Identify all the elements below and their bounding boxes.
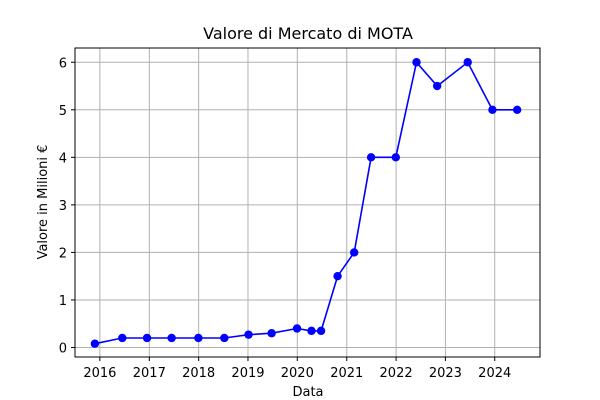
y-tick-label: 1	[59, 294, 67, 309]
x-tick-label: 2023	[429, 366, 462, 381]
y-tick-label: 4	[59, 151, 67, 166]
x-tick-label: 2017	[133, 366, 166, 381]
plot-frame	[74, 47, 541, 358]
x-tick-label: 2022	[380, 366, 413, 381]
chart-title: Valore di Mercato di MOTA	[203, 24, 413, 43]
data-point	[488, 105, 497, 115]
data-point	[463, 58, 472, 67]
data-point	[432, 81, 442, 91]
data-point	[118, 333, 127, 343]
x-axis-ticks: 2016 2017 2018 2019 2020 2021 2022 2023 2024	[83, 357, 511, 381]
series-line	[94, 60, 518, 345]
data-point	[366, 153, 376, 162]
series-layer	[90, 58, 522, 348]
data-point	[412, 58, 421, 67]
data-point	[292, 324, 302, 333]
data-point	[142, 333, 152, 343]
data-point	[307, 326, 316, 336]
data-point	[267, 329, 276, 338]
x-tick-label: 2019	[231, 366, 264, 381]
data-point	[349, 248, 359, 257]
data-point	[391, 153, 401, 162]
x-tick-label: 2021	[330, 366, 363, 381]
data-point	[90, 339, 100, 348]
data-point	[244, 330, 253, 339]
y-axis-ticks: 0 1 2 3 4 5 6	[59, 56, 75, 356]
y-tick-label: 5	[59, 104, 67, 119]
grid-lines	[75, 48, 540, 357]
data-point	[333, 271, 342, 281]
data-point	[220, 333, 229, 343]
x-tick-label: 2018	[182, 366, 215, 381]
x-tick-label: 2016	[83, 366, 116, 381]
data-point	[512, 105, 522, 115]
y-axis-label: Valore in Milioni €	[36, 145, 51, 260]
x-tick-label: 2024	[478, 366, 511, 381]
data-point	[316, 326, 326, 336]
x-axis-label: Data	[292, 385, 323, 400]
y-tick-label: 0	[59, 341, 67, 356]
data-point	[194, 333, 203, 343]
y-tick-label: 3	[59, 199, 67, 214]
y-tick-label: 6	[59, 56, 67, 71]
data-point	[167, 333, 176, 343]
x-tick-label: 2020	[281, 366, 314, 381]
y-tick-label: 2	[59, 246, 67, 261]
